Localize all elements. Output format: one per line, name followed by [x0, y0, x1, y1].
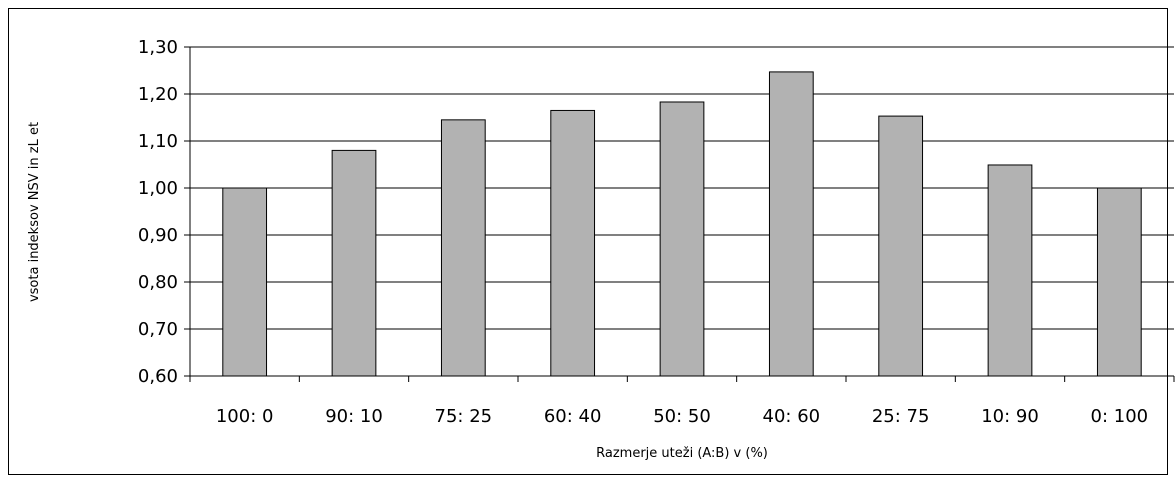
x-tick-label: 100: 0 — [216, 406, 274, 427]
bar — [440, 119, 486, 377]
x-tick-label: 50: 50 — [653, 406, 711, 427]
bar — [768, 71, 814, 377]
x-tick-label: 90: 10 — [325, 406, 383, 427]
y-tick-label: 1,10 — [138, 131, 178, 152]
x-tick-label: 25: 75 — [872, 406, 930, 427]
bar — [550, 109, 596, 377]
y-tick-label: 0,90 — [138, 225, 178, 246]
y-tick-labels: 0,60 0,70 0,80 0,90 1,00 1,10 1,20 1,30 — [138, 37, 178, 387]
bar — [331, 149, 377, 377]
x-axis-label: Razmerje uteži (A:B) v (%) — [596, 446, 768, 461]
y-tick-label: 0,70 — [138, 319, 178, 340]
y-tick-label: 1,00 — [138, 178, 178, 199]
x-tick-label: 60: 40 — [544, 406, 602, 427]
bar — [878, 115, 924, 377]
bar — [659, 101, 705, 377]
y-tick-label: 0,80 — [138, 272, 178, 293]
y-tick-label: 0,60 — [138, 366, 178, 387]
x-tick-label: 10: 90 — [981, 406, 1039, 427]
y-tick-label: 1,20 — [138, 84, 178, 105]
bars — [222, 71, 1142, 377]
bar — [222, 187, 268, 377]
x-tick-label: 40: 60 — [763, 406, 821, 427]
x-tick-labels: 100: 0 90: 10 75: 25 60: 40 50: 50 40: 60 25: … — [216, 406, 1148, 427]
y-tick-label: 1,30 — [138, 37, 178, 58]
axes — [184, 46, 1175, 382]
bar — [987, 164, 1033, 377]
x-tick-label: 75: 25 — [435, 406, 493, 427]
y-axis-label: vsota indeksov NSV in zL et — [27, 122, 42, 302]
bar — [1096, 187, 1142, 377]
x-tick-label: 0: 100 — [1091, 406, 1149, 427]
